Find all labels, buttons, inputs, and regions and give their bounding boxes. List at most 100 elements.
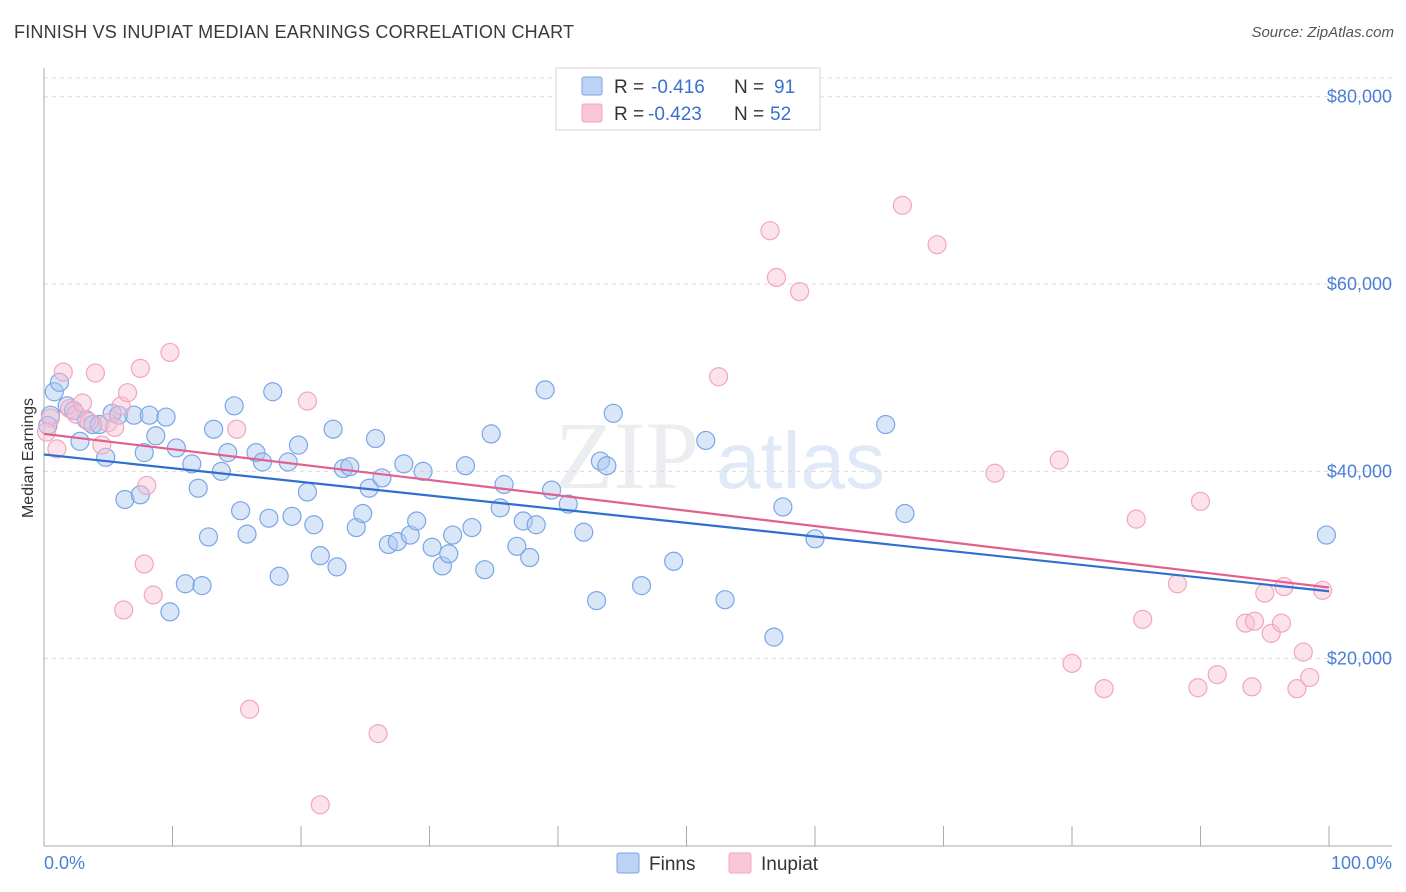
- x-tick-label-100: 100.0%: [1331, 853, 1392, 873]
- point-finns: [124, 405, 144, 425]
- series-layer: [36, 195, 1337, 815]
- point-inupiat: [1287, 679, 1307, 699]
- point-finns: [70, 431, 90, 451]
- point-finns: [664, 551, 684, 571]
- point-inupiat: [789, 281, 810, 302]
- point-finns: [115, 489, 135, 510]
- point-inupiat: [1049, 450, 1069, 470]
- point-finns: [462, 517, 482, 538]
- legend-finns-n-value: 91: [774, 77, 795, 98]
- point-inupiat: [310, 795, 330, 815]
- point-finns: [696, 430, 716, 451]
- point-finns: [365, 428, 386, 449]
- point-inupiat: [1242, 677, 1262, 697]
- point-finns: [1316, 525, 1337, 545]
- point-inupiat: [1261, 623, 1281, 643]
- point-inupiat: [1255, 583, 1275, 603]
- point-inupiat: [709, 367, 729, 387]
- legend-finns-r-value: -0.416: [651, 77, 705, 98]
- point-finns: [327, 557, 347, 577]
- point-finns: [218, 443, 238, 463]
- point-finns: [535, 380, 555, 400]
- y-tick-label: $60,000: [1327, 274, 1392, 294]
- trendline-finns: [43, 453, 1330, 593]
- point-finns: [764, 627, 784, 647]
- point-inupiat: [1207, 665, 1227, 685]
- point-finns: [413, 461, 433, 481]
- point-inupiat: [1244, 611, 1265, 631]
- point-finns: [481, 424, 501, 444]
- bottom-legend-inupiat: Inupiat: [761, 854, 819, 875]
- y-tick-label: $20,000: [1327, 649, 1392, 669]
- point-finns: [44, 382, 64, 402]
- point-finns: [574, 522, 594, 542]
- point-finns: [269, 566, 289, 586]
- point-finns: [631, 576, 652, 596]
- point-finns: [597, 456, 617, 476]
- point-inupiat: [1271, 613, 1292, 633]
- point-finns: [586, 591, 607, 611]
- point-inupiat: [85, 363, 106, 383]
- point-finns: [400, 525, 420, 545]
- point-inupiat: [130, 358, 150, 378]
- point-finns: [304, 515, 324, 535]
- point-inupiat: [892, 195, 912, 215]
- point-finns: [192, 576, 212, 596]
- point-finns: [455, 456, 476, 476]
- point-finns: [558, 494, 578, 514]
- point-inupiat: [927, 235, 947, 255]
- point-inupiat: [47, 439, 67, 459]
- point-inupiat: [1094, 679, 1114, 699]
- point-finns: [310, 546, 330, 566]
- point-finns: [259, 508, 279, 528]
- point-finns: [49, 372, 70, 392]
- point-finns: [237, 524, 257, 544]
- point-finns: [288, 435, 309, 455]
- point-inupiat: [53, 362, 73, 382]
- legend-inupiat-n-label: N =: [734, 104, 764, 125]
- point-finns: [407, 511, 427, 531]
- legend-swatch-finns: [581, 76, 603, 96]
- legend-inupiat-n-value: 52: [770, 104, 791, 125]
- point-finns: [346, 517, 366, 538]
- point-inupiat: [160, 342, 180, 363]
- point-inupiat: [143, 585, 163, 605]
- x-tick-label-0: 0.0%: [44, 853, 85, 873]
- bottom-legend-swatch-inupiat: [728, 852, 752, 874]
- point-finns: [513, 511, 533, 531]
- point-finns: [134, 443, 154, 463]
- trendline-inupiat: [43, 432, 1330, 589]
- point-finns: [263, 382, 283, 402]
- legend-inupiat-r-label: R =: [614, 104, 644, 125]
- bottom-legend-finns: Finns: [649, 854, 695, 875]
- point-inupiat: [1133, 609, 1153, 629]
- point-finns: [432, 556, 452, 576]
- point-finns: [252, 452, 273, 472]
- point-finns: [323, 419, 343, 439]
- point-inupiat: [105, 417, 125, 437]
- point-finns: [198, 527, 219, 547]
- watermark-zip: ZIP: [555, 402, 699, 509]
- point-finns: [188, 478, 208, 498]
- point-finns: [146, 426, 166, 446]
- point-finns: [422, 537, 442, 557]
- point-finns: [160, 602, 180, 622]
- point-finns: [204, 419, 224, 439]
- y-axis-tick-labels: $20,000 $40,000 $60,000 $80,000: [1327, 87, 1392, 669]
- point-finns: [394, 454, 414, 474]
- point-inupiat: [134, 554, 154, 574]
- point-inupiat: [766, 267, 787, 288]
- chart-title: FINNISH VS INUPIAT MEDIAN EARNINGS CORRE…: [14, 22, 575, 42]
- point-finns: [130, 485, 150, 505]
- point-inupiat: [36, 422, 57, 442]
- point-finns: [439, 544, 459, 564]
- x-axis-ticks: [43, 826, 1330, 846]
- point-finns: [246, 443, 266, 463]
- stats-legend: R = -0.416 N = 91 R = -0.423 N = 52: [555, 67, 821, 131]
- point-finns: [494, 474, 514, 495]
- y-tick-label: $40,000: [1327, 461, 1392, 481]
- point-inupiat: [1190, 491, 1211, 511]
- watermark: ZIP atlas: [555, 402, 885, 509]
- watermark-atlas: atlas: [716, 416, 885, 505]
